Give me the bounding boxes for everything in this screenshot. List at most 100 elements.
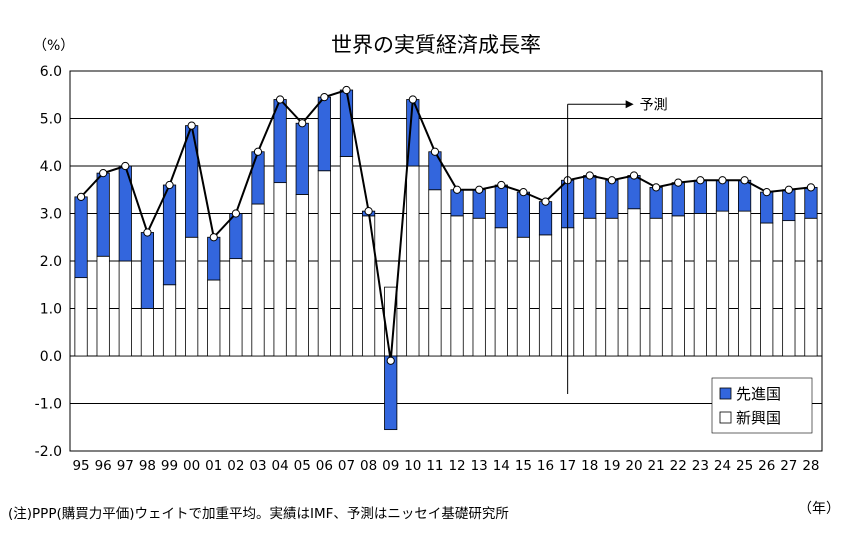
bar-emerging xyxy=(605,217,619,357)
legend-label: 先進国 xyxy=(736,385,781,403)
x-tick-label: 96 xyxy=(95,458,112,474)
y-tick-label: 5.0 xyxy=(40,112,62,128)
total-growth-point xyxy=(674,178,683,187)
y-tick-label: -2.0 xyxy=(35,444,62,460)
x-tick-label: 26 xyxy=(758,458,775,474)
y-tick-label: 4.0 xyxy=(40,159,62,175)
bar-emerging xyxy=(494,227,508,357)
x-tick-label: 09 xyxy=(382,458,399,474)
x-tick-label: 01 xyxy=(205,458,222,474)
y-tick-label: 0.0 xyxy=(40,349,62,365)
x-tick-label: 13 xyxy=(471,458,488,474)
bar-advanced xyxy=(671,182,685,217)
total-growth-point xyxy=(475,185,484,194)
bar-emerging xyxy=(450,215,464,357)
bar-emerging xyxy=(251,203,265,357)
total-growth-point xyxy=(121,161,130,171)
bar-emerging xyxy=(273,182,287,357)
total-growth-point xyxy=(806,183,816,192)
x-tick-label: 14 xyxy=(493,458,510,474)
x-tick-label: 20 xyxy=(625,458,642,474)
bar-emerging xyxy=(74,277,88,357)
forecast-arrow-head xyxy=(625,100,634,109)
bar-emerging xyxy=(516,236,531,357)
bar-advanced xyxy=(782,189,796,222)
bar-emerging xyxy=(384,286,398,357)
bar-emerging xyxy=(804,217,818,357)
total-growth-point xyxy=(209,233,218,242)
bar-emerging xyxy=(295,194,309,357)
bar-advanced xyxy=(317,96,331,172)
legend-label: 新興国 xyxy=(736,409,781,427)
bar-emerging xyxy=(737,210,752,357)
bar-emerging xyxy=(339,156,354,357)
x-tick-label: 07 xyxy=(338,458,355,474)
bar-advanced xyxy=(207,236,221,281)
bar-emerging xyxy=(185,236,199,357)
x-tick-label: 12 xyxy=(448,458,465,474)
x-tick-label: 04 xyxy=(272,458,289,474)
x-tick-label: 98 xyxy=(139,458,156,474)
bar-advanced xyxy=(737,179,752,212)
bar-advanced xyxy=(760,191,774,224)
bar-advanced xyxy=(693,179,707,214)
total-growth-point xyxy=(364,207,373,216)
x-tick-label: 02 xyxy=(227,458,244,474)
bar-emerging xyxy=(207,279,221,357)
x-tick-label: 22 xyxy=(670,458,687,474)
bar-emerging xyxy=(538,234,553,357)
total-growth-point xyxy=(386,356,395,365)
total-growth-point xyxy=(452,185,462,194)
total-growth-point xyxy=(718,176,727,185)
bar-advanced xyxy=(96,172,110,257)
total-growth-point xyxy=(607,176,616,185)
legend-box xyxy=(711,377,813,434)
total-growth-point xyxy=(585,171,594,180)
total-growth-point xyxy=(740,176,749,185)
bar-emerging xyxy=(118,260,132,357)
x-tick-label: 28 xyxy=(802,458,819,474)
x-tick-label: 15 xyxy=(515,458,532,474)
legend-swatch xyxy=(719,411,732,424)
x-tick-label: 11 xyxy=(426,458,443,474)
total-growth-point xyxy=(430,147,440,156)
x-tick-label: 97 xyxy=(117,458,134,474)
bar-advanced xyxy=(583,175,597,219)
x-tick-label: 23 xyxy=(692,458,709,474)
footnote: (注)PPP(購買力平価)ウェイトで加重平均。実績はIMF、予測はニッセイ基礎研… xyxy=(8,505,509,522)
total-growth-point xyxy=(497,180,506,190)
bar-advanced xyxy=(295,122,309,195)
bar-advanced xyxy=(74,196,88,279)
y-unit-label: （%） xyxy=(33,38,74,54)
total-growth-point xyxy=(231,209,240,218)
bar-advanced xyxy=(162,184,177,286)
bar-advanced xyxy=(649,186,663,219)
bar-emerging xyxy=(96,255,110,357)
x-tick-label: 16 xyxy=(537,458,554,474)
total-growth-point xyxy=(165,180,174,190)
chart-title: 世界の実質経済成長率 xyxy=(331,33,541,57)
bar-advanced xyxy=(627,175,641,210)
x-tick-label: 17 xyxy=(559,458,576,474)
x-tick-label: 21 xyxy=(648,458,665,474)
total-growth-point xyxy=(253,147,263,156)
total-growth-point xyxy=(298,119,307,128)
total-growth-point xyxy=(762,188,771,197)
x-tick-label: 08 xyxy=(360,458,377,474)
x-tick-label: 18 xyxy=(581,458,598,474)
bar-emerging xyxy=(627,208,641,357)
y-tick-label: 6.0 xyxy=(40,64,62,80)
total-growth-point xyxy=(320,93,329,102)
bar-emerging xyxy=(162,284,177,357)
bar-advanced xyxy=(715,179,730,212)
bar-emerging xyxy=(472,217,486,357)
bar-advanced xyxy=(538,201,553,236)
plot-area: 6.0 5.0 4.0 3.0 2.0 1.0 0.0 -1.0 -2.0 95 96 97 98 99 0… xyxy=(35,64,823,474)
x-tick-label: 19 xyxy=(603,458,620,474)
y-tick-label: -1.0 xyxy=(35,397,62,413)
bar-emerging xyxy=(649,217,663,357)
x-tick-label: 25 xyxy=(736,458,753,474)
bar-advanced xyxy=(472,189,486,219)
bar-advanced xyxy=(229,213,243,260)
